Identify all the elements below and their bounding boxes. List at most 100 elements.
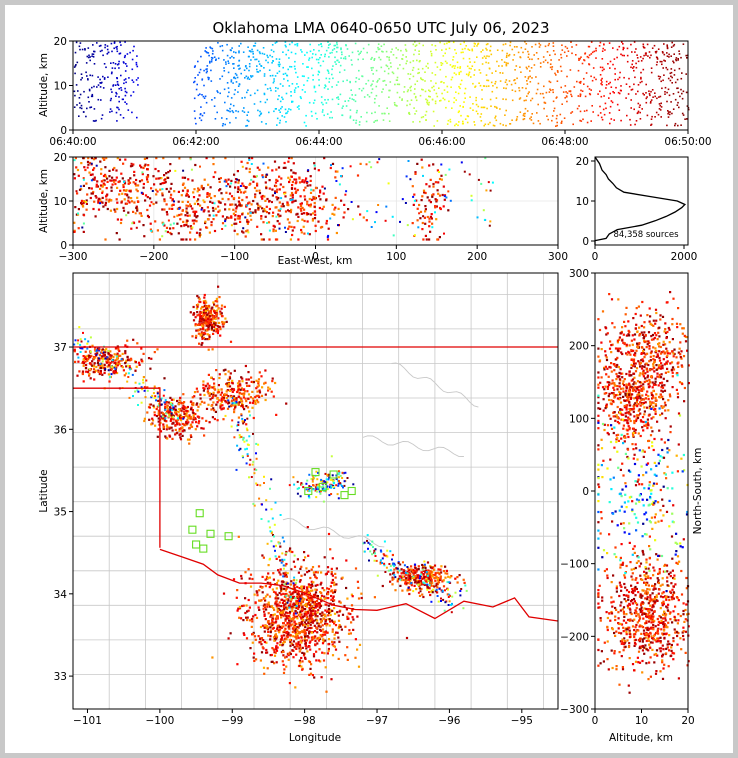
source-point — [410, 99, 413, 101]
source-point — [404, 202, 407, 204]
source-point — [118, 349, 121, 353]
source-point — [312, 195, 315, 198]
source-point — [194, 412, 197, 416]
source-point — [309, 205, 312, 208]
source-point — [322, 659, 326, 662]
source-point — [92, 56, 95, 58]
source-point — [70, 365, 72, 367]
source-point — [163, 208, 166, 211]
source-point — [449, 199, 452, 202]
source-point — [568, 90, 571, 92]
source-point — [225, 390, 228, 393]
source-point — [280, 177, 283, 180]
source-point — [325, 624, 328, 627]
source-point — [155, 414, 158, 418]
source-point — [312, 189, 315, 192]
source-point — [479, 72, 482, 74]
source-point — [536, 88, 539, 91]
source-point — [303, 84, 305, 86]
source-point — [428, 95, 430, 98]
source-point — [288, 591, 291, 594]
source-point — [671, 82, 673, 84]
source-point — [288, 634, 291, 637]
source-point — [301, 179, 304, 182]
source-point — [285, 402, 288, 405]
source-point — [314, 571, 317, 574]
source-point — [418, 53, 420, 55]
source-point — [186, 211, 189, 214]
source-point — [246, 229, 249, 232]
source-point — [189, 238, 192, 241]
source-point — [351, 94, 353, 96]
source-point — [275, 646, 278, 649]
source-point — [323, 114, 325, 117]
source-point — [296, 636, 299, 639]
source-point — [148, 204, 152, 207]
source-point — [204, 220, 207, 223]
source-point — [277, 597, 280, 600]
source-point — [516, 77, 518, 80]
source-point — [90, 192, 93, 195]
source-point — [668, 53, 670, 56]
source-point — [110, 42, 113, 45]
source-point — [186, 418, 189, 421]
source-point — [549, 66, 552, 69]
source-point — [249, 396, 252, 399]
source-point — [320, 620, 323, 623]
source-point — [295, 644, 298, 647]
source-point — [365, 120, 368, 123]
source-point — [668, 56, 670, 58]
source-point — [560, 122, 563, 124]
source-point — [426, 196, 429, 199]
source-point — [453, 67, 456, 69]
source-point — [248, 78, 251, 80]
source-point — [61, 371, 63, 373]
source-point — [247, 378, 250, 381]
source-point — [182, 402, 185, 405]
source-point — [220, 397, 223, 400]
source-point — [482, 209, 485, 212]
source-point — [111, 176, 114, 179]
source-point — [91, 53, 94, 55]
source-point — [480, 182, 483, 185]
source-point — [192, 222, 195, 225]
source-point — [617, 78, 619, 81]
source-point — [167, 176, 170, 179]
source-point — [82, 177, 85, 180]
source-point — [133, 170, 136, 173]
source-point — [265, 211, 268, 214]
source-point — [95, 119, 97, 122]
source-point — [256, 594, 259, 597]
source-point — [320, 43, 322, 45]
source-point — [303, 593, 306, 596]
source-point — [421, 577, 424, 580]
source-point — [396, 83, 399, 86]
source-point — [396, 578, 399, 581]
source-point — [155, 407, 158, 411]
source-point — [424, 191, 427, 195]
source-point — [656, 61, 658, 63]
source-point — [92, 190, 95, 194]
source-point — [412, 195, 415, 198]
source-point — [170, 418, 173, 421]
source-point — [404, 44, 407, 46]
source-point — [109, 209, 112, 212]
source-point — [325, 219, 328, 223]
source-point — [262, 556, 265, 559]
source-point — [566, 100, 568, 103]
source-point — [292, 628, 295, 631]
source-point — [232, 208, 235, 211]
source-point — [285, 583, 288, 586]
source-point — [80, 107, 83, 110]
source-point — [238, 217, 241, 220]
source-point — [257, 382, 260, 385]
source-point — [508, 54, 510, 57]
source-point — [264, 618, 267, 621]
source-point — [306, 627, 309, 630]
source-point — [100, 82, 102, 84]
source-point — [83, 356, 87, 359]
source-point — [335, 63, 337, 65]
source-point — [376, 119, 378, 122]
source-point — [107, 373, 110, 376]
y-tick-label: 20 — [576, 156, 589, 168]
